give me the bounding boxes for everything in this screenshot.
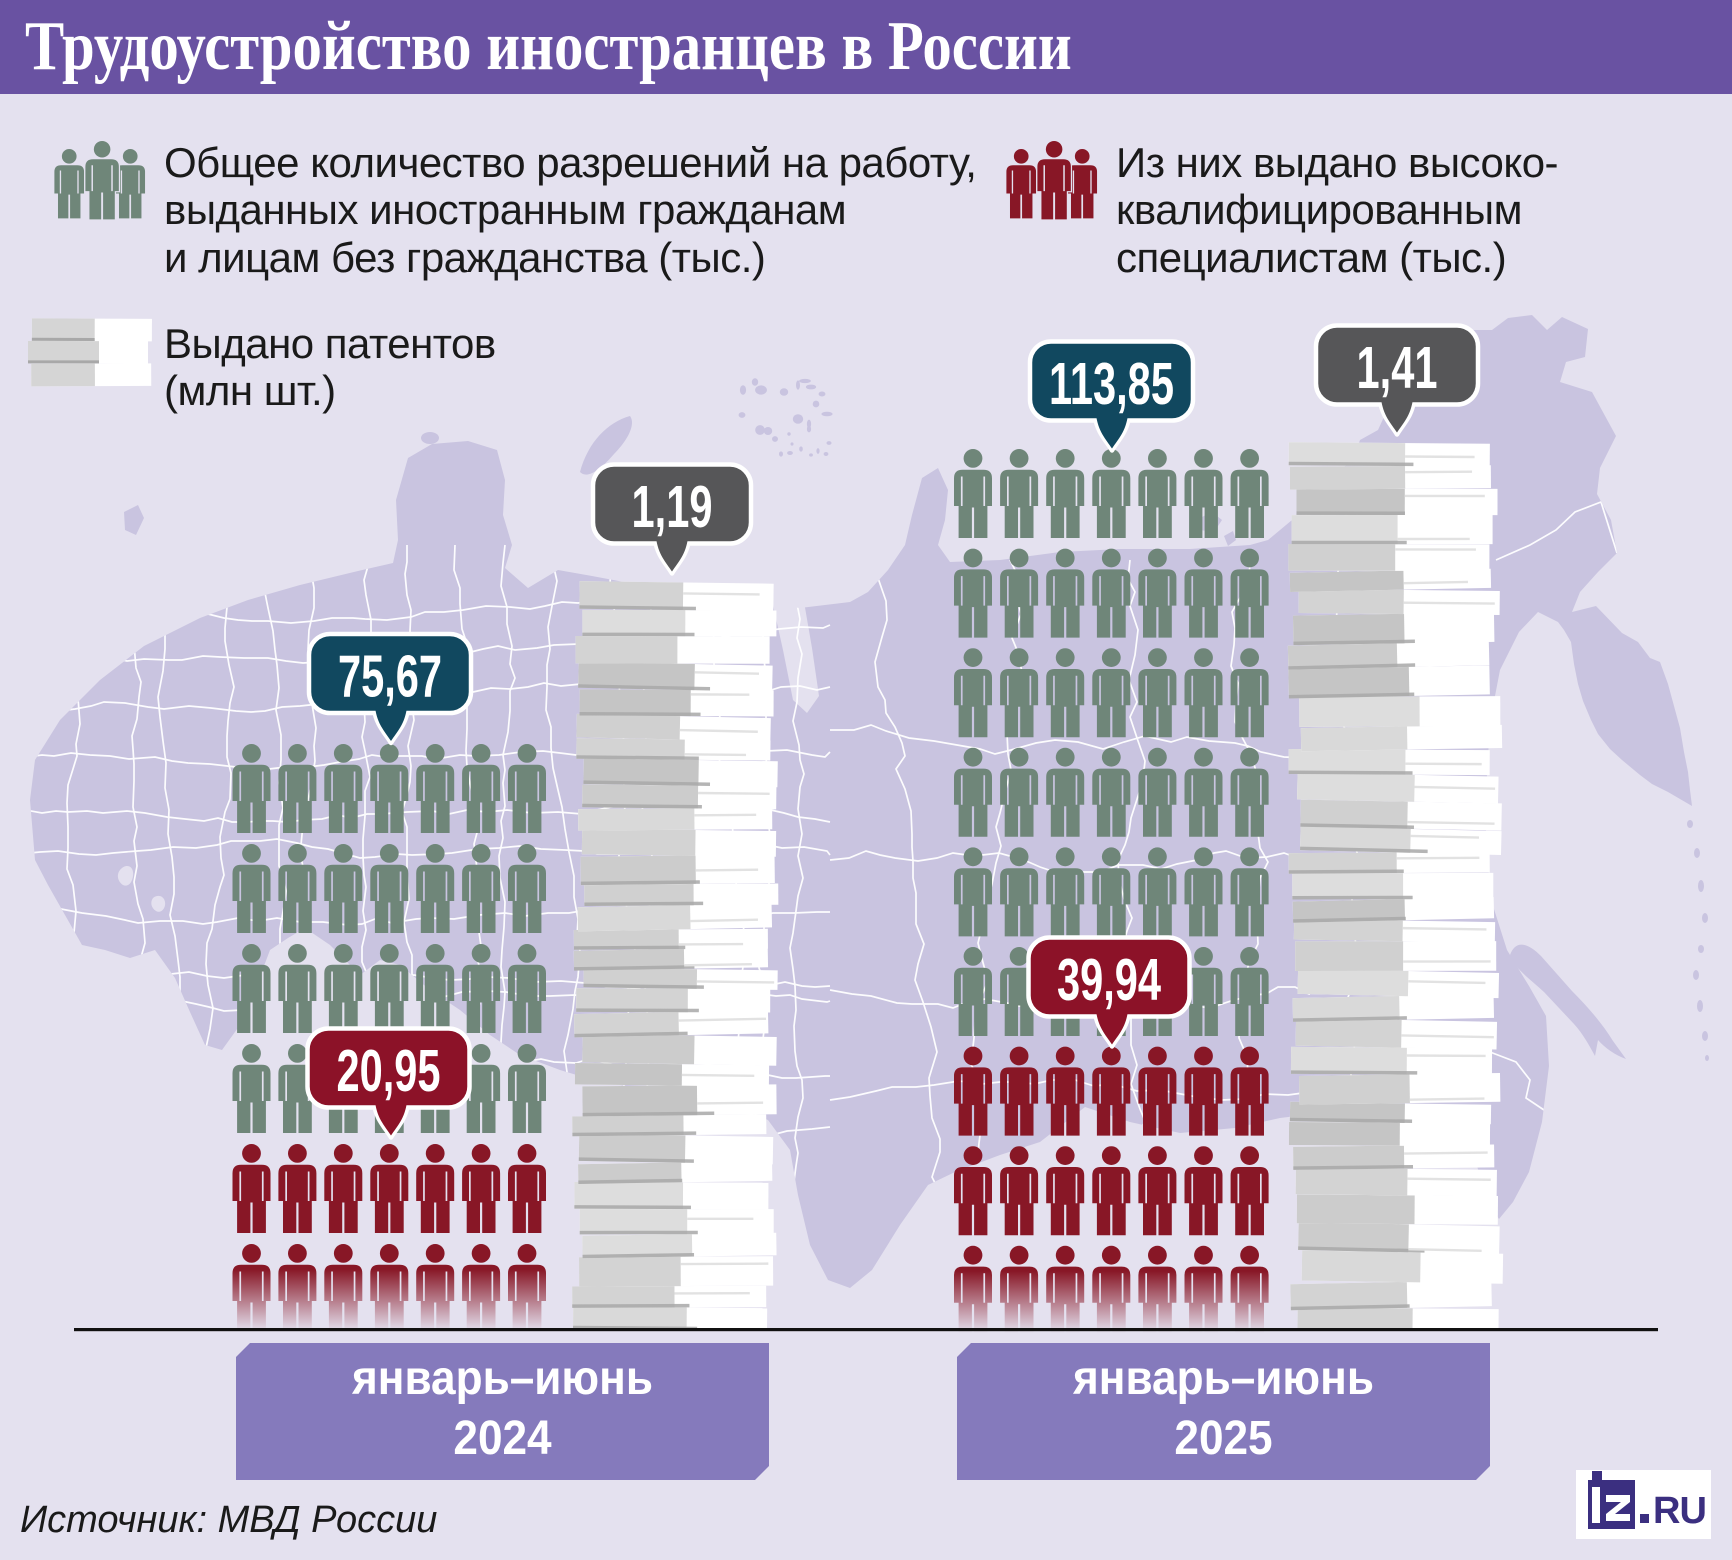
svg-text:20,95: 20,95: [336, 1038, 440, 1104]
svg-text:113,85: 113,85: [1049, 351, 1174, 417]
svg-text:RU: RU: [1653, 1490, 1706, 1532]
svg-text:39,94: 39,94: [1057, 947, 1162, 1013]
svg-text:1,19: 1,19: [632, 474, 713, 540]
svg-text:75,67: 75,67: [338, 643, 442, 709]
svg-text:1,41: 1,41: [1357, 335, 1438, 401]
